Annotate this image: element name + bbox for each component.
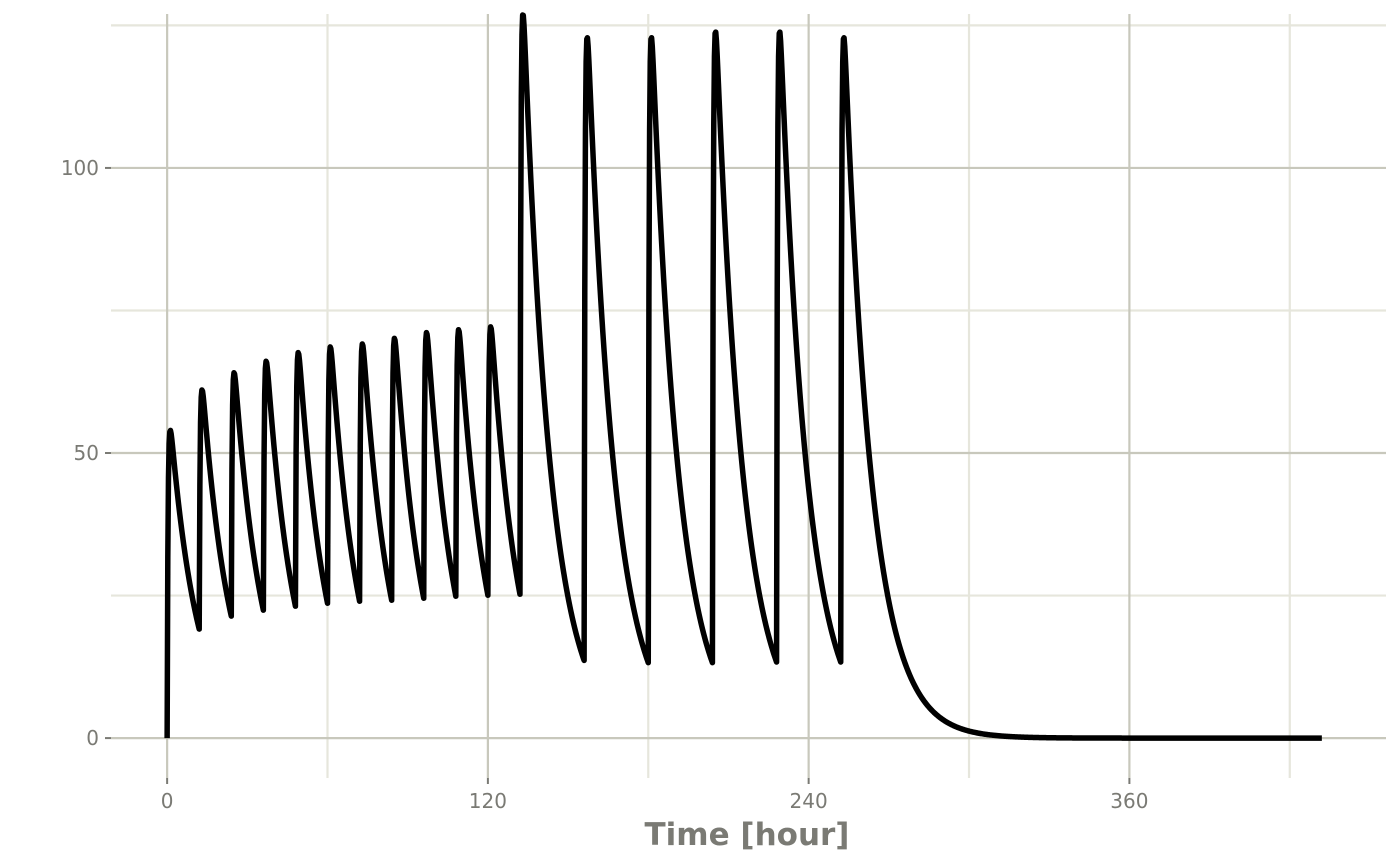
- x-tick-label: 360: [1110, 789, 1148, 813]
- y-tick-label: 100: [61, 156, 99, 180]
- axis-ticks: [105, 166, 1131, 784]
- tick-labels: 0 120 240 360 0 50 100: [61, 156, 1149, 813]
- concentration-line: [164, 12, 1324, 741]
- x-tick-label: 0: [161, 789, 174, 813]
- x-tick-label: 240: [790, 789, 828, 813]
- y-tick-label: 0: [86, 726, 99, 750]
- y-tick-label: 50: [74, 441, 99, 465]
- x-tick-label: 120: [469, 789, 507, 813]
- series-layer: [164, 12, 1324, 741]
- x-axis-title: Time [hour]: [645, 817, 850, 853]
